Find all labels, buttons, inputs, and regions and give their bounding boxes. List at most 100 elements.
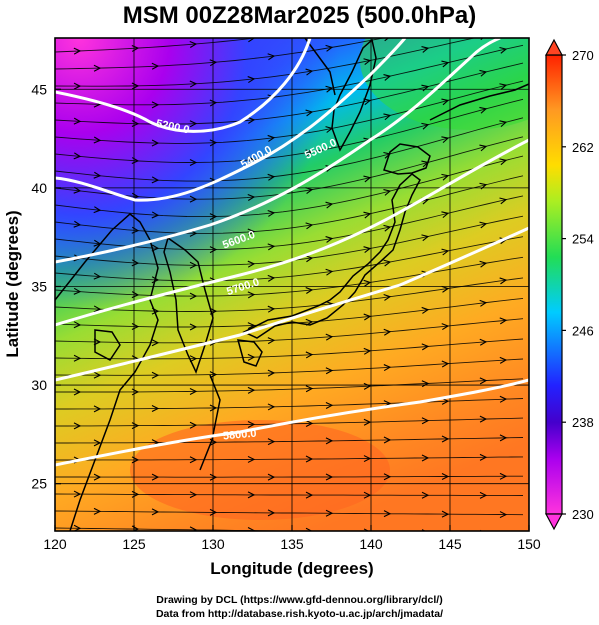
wind-arrowhead (305, 149, 314, 157)
wind-arrowhead (93, 338, 102, 346)
wind-arrowhead (93, 405, 102, 413)
wind-arrowhead (151, 371, 160, 379)
wind-arrowhead (305, 527, 314, 531)
wind-arrowhead (326, 547, 332, 553)
wind-arrowhead (131, 82, 140, 90)
wind-arrowhead (325, 236, 334, 243)
wind-arrowhead (441, 323, 450, 331)
wind-arrowhead (190, 562, 196, 568)
wind-arrowhead (363, 211, 372, 219)
colorbar-tick-label: 254 (572, 232, 594, 247)
wind-arrowhead (383, 364, 392, 372)
wind-arrowhead (189, 261, 198, 269)
wind-arrowhead (189, 120, 198, 128)
wind-arrowhead (93, 305, 102, 313)
wind-arrowhead (131, 157, 140, 165)
streamline (55, 0, 523, 18)
wind-arrowhead (441, 510, 450, 518)
y-tick-label: 35 (31, 278, 47, 294)
wind-arrowhead (73, 220, 82, 228)
wind-arrowhead (479, 415, 488, 423)
wind-arrowhead (499, 511, 508, 519)
wind-arrowhead (325, 201, 334, 209)
wind-arrowhead (151, 139, 160, 147)
colorbar-tick-label: 238 (572, 415, 594, 430)
wind-arrowhead (422, 7, 429, 14)
wind-arrowhead (152, 544, 158, 550)
wind-arrowhead (267, 509, 276, 517)
wind-arrowhead (210, 580, 216, 586)
height-contours (55, 38, 529, 467)
y-tick-label: 40 (31, 180, 47, 196)
wind-arrowhead (325, 473, 334, 481)
wind-arrowhead (383, 259, 392, 267)
y-axis-label: Latitude (degrees) (3, 210, 22, 357)
wind-arrowhead (421, 343, 430, 351)
wind-arrowhead (151, 176, 160, 184)
wind-arrowhead (93, 371, 102, 379)
wind-arrowhead (74, 559, 80, 565)
wind-arrowhead (363, 347, 372, 355)
wind-arrowhead (479, 69, 488, 77)
wind-arrowhead (305, 420, 314, 428)
wind-arrowhead (363, 175, 372, 183)
wind-arrowhead (73, 321, 82, 329)
streamline (55, 98, 524, 163)
wind-arrowhead (93, 136, 102, 144)
y-tick-label: 30 (31, 377, 47, 393)
map-title: MSM 00Z28Mar2025 (500.0hPa) (122, 2, 477, 29)
streamline (55, 277, 524, 312)
wind-arrowhead (247, 228, 256, 236)
contour-line (55, 38, 312, 133)
wind-arrowhead (479, 260, 488, 268)
y-tick-label: 45 (31, 81, 47, 97)
wind-arrowhead (383, 224, 392, 232)
wind-arrowhead (209, 473, 218, 481)
wind-arrowhead (499, 120, 508, 128)
wind-arrowhead (73, 287, 82, 295)
wind-arrowhead (325, 85, 334, 93)
wind-arrowhead (441, 173, 450, 181)
x-tick-label: 150 (517, 536, 541, 552)
colorbar-tick-label: 246 (572, 323, 594, 338)
wind-arrowhead (305, 455, 314, 463)
wind-arrowhead (383, 74, 392, 81)
x-tick-label: 135 (280, 536, 304, 552)
wind-arrowhead (190, 2, 197, 9)
wind-arrowhead (499, 317, 508, 325)
wind-arrowhead (152, 25, 158, 31)
wind-arrowhead (247, 455, 256, 463)
wind-arrowhead (131, 490, 140, 498)
wind-arrowhead (267, 134, 276, 142)
wind-arrowhead (189, 355, 198, 363)
wind-arrowhead (305, 187, 314, 195)
streamline (55, 0, 523, 35)
wind-arrowhead (189, 292, 198, 300)
wind-arrowhead (267, 209, 276, 217)
wind-arrowhead (383, 113, 392, 121)
wind-arrowhead (248, 0, 255, 2)
streamline (55, 456, 524, 461)
wind-arrowhead (442, 22, 449, 29)
wind-arrowhead (384, 548, 390, 554)
wind-arrowhead (247, 116, 256, 124)
streamline (55, 38, 259, 53)
wind-arrowhead (479, 453, 488, 461)
wind-arrowhead (73, 47, 82, 55)
wind-arrowhead (325, 333, 334, 341)
streamline (55, 155, 524, 218)
wind-arrowhead (131, 44, 140, 52)
wind-arrowhead (363, 58, 372, 66)
wind-arrowhead (151, 101, 160, 109)
wind-arrowhead (326, 583, 332, 589)
wind-arrowhead (247, 322, 256, 330)
wind-arrowhead (363, 98, 372, 106)
wind-arrowhead (151, 211, 160, 219)
contour-line (55, 38, 501, 264)
wind-arrowhead (73, 186, 82, 194)
wind-arrowhead (189, 456, 198, 464)
wind-arrowhead (210, 19, 217, 26)
wind-arrowhead (209, 99, 218, 107)
wind-arrowhead (479, 221, 488, 229)
